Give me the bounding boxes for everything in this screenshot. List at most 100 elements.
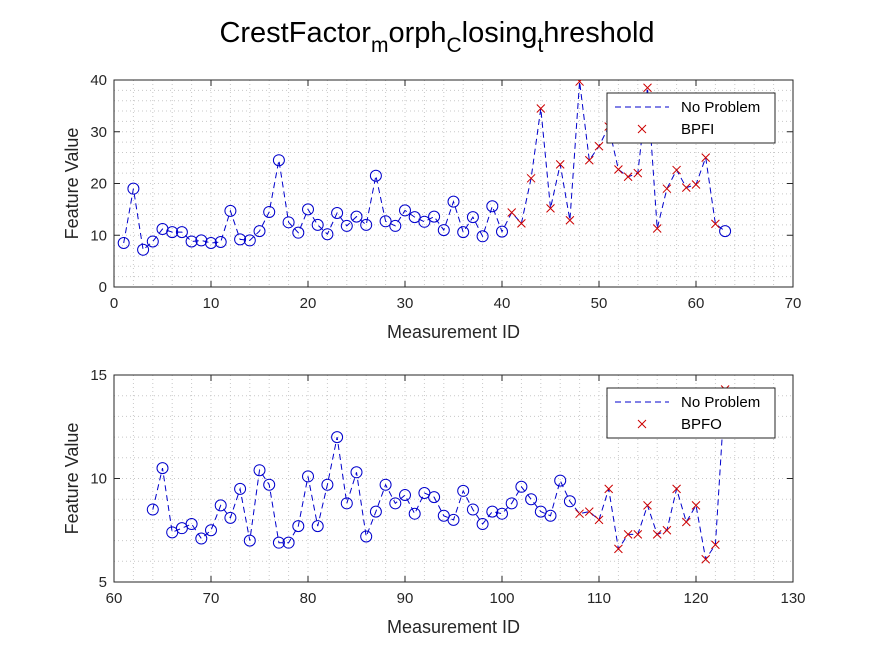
legend: No Problem BPFI (606, 92, 776, 144)
data-point-normal (360, 218, 373, 231)
grid (114, 80, 793, 287)
series-line (152, 389, 726, 561)
data-point-fault (643, 83, 652, 93)
x-tick-label: 0 (110, 295, 118, 312)
data-point-normal (263, 478, 276, 491)
title-subscript: t (537, 34, 543, 57)
legend-box (606, 92, 776, 144)
data-point-normal (525, 493, 538, 506)
data-layer (117, 80, 732, 256)
data-point-normal (428, 491, 441, 504)
legend-x-icon (637, 124, 647, 134)
data-point-fault (701, 153, 711, 162)
y-axis-label: Feature Value (62, 423, 82, 535)
x-axis-label: Measurement ID (387, 617, 520, 637)
y-tick-label: 10 (90, 471, 107, 488)
x-tick-label: 10 (203, 295, 220, 312)
data-point-normal (311, 218, 324, 231)
data-point-normal (408, 211, 421, 224)
data-point-normal (243, 534, 256, 547)
data-point-normal (476, 518, 489, 531)
x-tick-label: 20 (300, 295, 317, 312)
data-point-normal (272, 154, 285, 167)
data-point-fault (633, 168, 643, 178)
data-point-fault (555, 159, 565, 169)
data-point-normal (175, 226, 188, 239)
data-point-normal (205, 237, 217, 250)
data-point-fault (691, 180, 701, 189)
x-tick-label: 40 (494, 295, 511, 312)
data-point-normal (399, 204, 411, 217)
data-point-normal (476, 230, 489, 243)
data-point-fault (662, 525, 672, 535)
data-point-normal (437, 224, 450, 237)
data-point-normal (243, 234, 256, 247)
data-point-fault (565, 215, 575, 225)
data-point-normal (331, 431, 344, 444)
data-point-fault (594, 515, 604, 525)
title-subscript: C (446, 34, 461, 57)
x-tick-label: 60 (106, 590, 123, 607)
data-point-normal (146, 503, 159, 516)
data-point-fault (672, 484, 681, 494)
data-point-fault (652, 224, 662, 233)
data-point-fault (526, 173, 536, 183)
data-point-fault (662, 184, 672, 194)
title-part: hreshold (543, 17, 654, 49)
data-point-normal (272, 536, 285, 549)
x-tick-label: 30 (397, 295, 414, 312)
data-point-fault (691, 501, 701, 510)
y-tick-label: 10 (90, 227, 107, 244)
data-point-normal (253, 464, 266, 477)
legend-label: No Problem (681, 99, 760, 116)
y-tick-label: 0 (99, 279, 107, 296)
data-point-normal (234, 482, 247, 495)
data-point-normal (321, 228, 334, 241)
data-point-normal (457, 484, 470, 497)
data-point-normal (408, 507, 421, 520)
data-point-normal (214, 499, 227, 512)
data-point-normal (302, 203, 314, 216)
data-point-normal (185, 235, 198, 248)
y-axis-label: Feature Value (62, 128, 82, 240)
y-tick-label: 15 (90, 367, 107, 384)
legend-label: BPFO (681, 416, 722, 433)
title-part: orph (388, 17, 446, 49)
data-point-normal (719, 225, 732, 238)
data-point-normal (486, 200, 499, 213)
data-point-normal (369, 169, 382, 182)
data-point-fault (623, 172, 633, 182)
data-point-normal (496, 507, 508, 520)
data-point-fault (584, 507, 594, 516)
data-point-normal (311, 520, 324, 533)
data-point-fault (623, 530, 633, 539)
data-point-normal (321, 478, 334, 491)
title-part: CrestFactor (219, 17, 371, 49)
x-tick-label: 90 (397, 590, 414, 607)
data-point-normal (447, 195, 460, 208)
data-point-fault (575, 80, 584, 86)
data-point-fault (604, 484, 614, 494)
data-point-normal (282, 216, 295, 229)
data-point-normal (340, 497, 353, 510)
data-point-normal (360, 530, 373, 543)
data-point-normal (166, 226, 179, 239)
data-point-normal (156, 462, 169, 475)
data-point-normal (505, 497, 518, 510)
legend-x-icon (637, 419, 647, 429)
data-point-normal (466, 503, 479, 516)
grid (114, 375, 793, 582)
data-point-fault (546, 203, 555, 213)
data-point-normal (466, 211, 479, 224)
legend-label: BPFI (681, 121, 714, 138)
data-point-fault (594, 141, 604, 151)
data-point-normal (185, 518, 198, 531)
data-point-fault (614, 544, 623, 554)
data-point-normal (544, 509, 557, 522)
data-point-normal (457, 226, 470, 239)
data-point-fault (575, 509, 584, 519)
data-point-fault (681, 517, 691, 527)
data-point-normal (428, 210, 441, 223)
data-point-fault (517, 218, 526, 228)
data-point-normal (224, 204, 237, 217)
